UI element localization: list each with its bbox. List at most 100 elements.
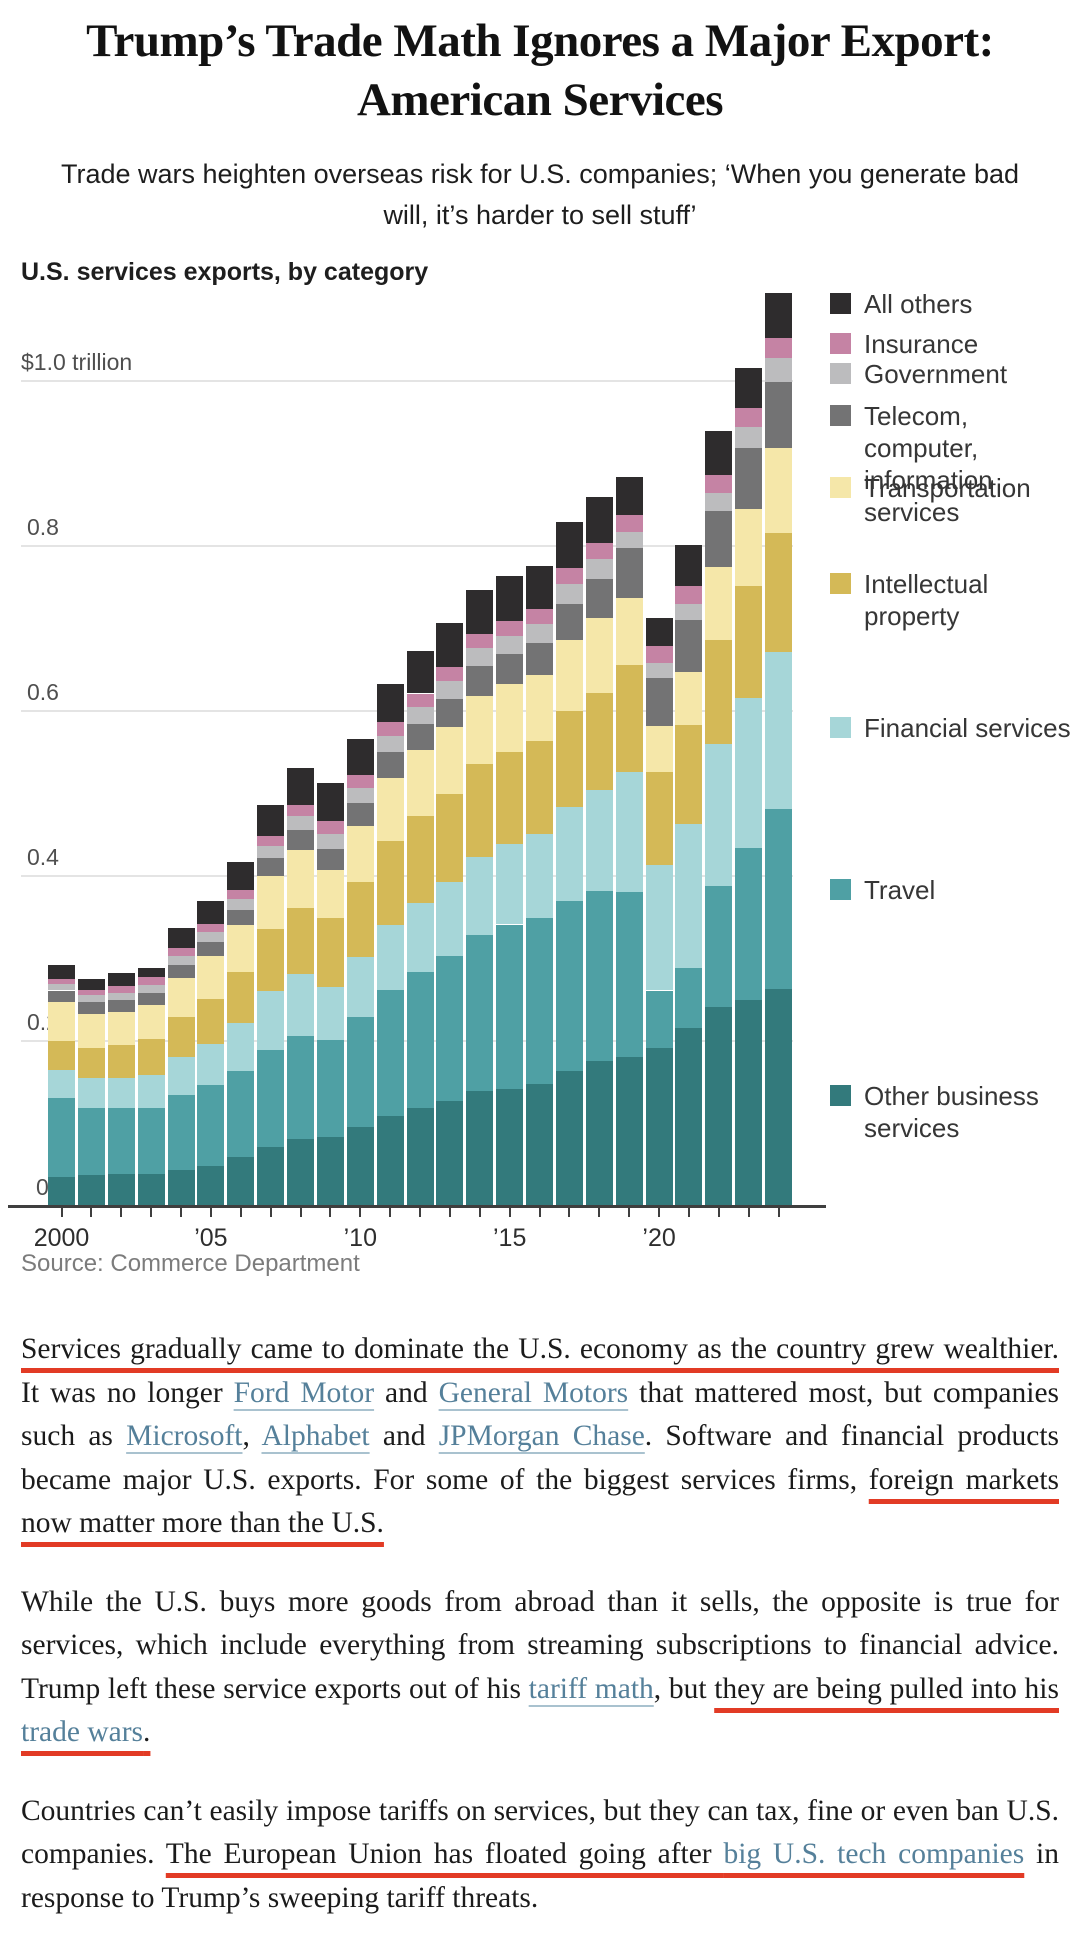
inline-link[interactable]: Ford Motor bbox=[233, 1376, 375, 1409]
bar-segment bbox=[705, 1007, 733, 1205]
x-axis-tick bbox=[180, 1208, 183, 1217]
bar-segment bbox=[257, 1147, 285, 1205]
bar-segment bbox=[735, 586, 763, 698]
bar-segment bbox=[257, 857, 285, 876]
bar-segment bbox=[197, 955, 225, 999]
bar-segment bbox=[585, 542, 613, 560]
bar-segment bbox=[675, 545, 703, 587]
bar-segment bbox=[376, 841, 404, 926]
bar-segment bbox=[765, 652, 793, 809]
bar-segment bbox=[376, 752, 404, 778]
bar-segment bbox=[48, 983, 75, 991]
bar-segment bbox=[197, 998, 225, 1045]
bar-segment bbox=[466, 695, 494, 765]
bar-segment bbox=[436, 727, 464, 795]
bar-segment bbox=[197, 1166, 225, 1205]
legend-label: Travel bbox=[864, 875, 936, 905]
bar-segment bbox=[466, 1091, 494, 1205]
bar-segment bbox=[705, 511, 733, 568]
bar-segment bbox=[316, 782, 344, 822]
x-axis-tick bbox=[538, 1208, 541, 1217]
inline-link[interactable]: General Motors bbox=[438, 1376, 629, 1409]
bar-segment bbox=[765, 809, 793, 989]
legend-swatch-icon bbox=[830, 717, 851, 738]
bar-segment bbox=[137, 1107, 165, 1174]
inline-link[interactable]: Alphabet bbox=[261, 1420, 370, 1452]
bar-segment bbox=[197, 941, 225, 956]
legend-swatch-icon bbox=[830, 333, 851, 354]
bar-segment bbox=[287, 767, 315, 805]
bar-segment bbox=[615, 1056, 643, 1205]
bar-segment bbox=[496, 620, 524, 636]
inline-link[interactable]: JPMorgan Chase bbox=[438, 1420, 645, 1452]
bar-segment bbox=[436, 681, 464, 700]
bar-segment bbox=[585, 1060, 613, 1205]
bar-segment bbox=[496, 1088, 524, 1205]
legend-label: Insurance bbox=[864, 329, 979, 359]
bar-segment bbox=[346, 803, 374, 827]
legend-item: All others bbox=[830, 288, 972, 320]
paragraph: While the U.S. buys more goods from abro… bbox=[21, 1581, 1059, 1755]
bar-segment bbox=[436, 882, 464, 956]
bar-segment bbox=[316, 848, 344, 871]
bar-segment bbox=[466, 634, 494, 649]
gridline bbox=[21, 380, 793, 382]
bar-segment bbox=[705, 474, 733, 494]
legend-item: Intellectual property bbox=[830, 568, 1080, 632]
x-axis-tick bbox=[90, 1208, 93, 1217]
x-axis-tick bbox=[747, 1208, 750, 1217]
bar-segment bbox=[107, 973, 135, 987]
x-axis-label: ’10 bbox=[343, 1224, 377, 1252]
bar-segment bbox=[197, 931, 225, 942]
annotated-text: foreign markets now matter more than the… bbox=[21, 1463, 1059, 1540]
bar-segment bbox=[765, 292, 793, 338]
x-axis-tick bbox=[717, 1208, 720, 1217]
y-axis-label: 0.8 bbox=[27, 514, 59, 540]
inline-link[interactable]: big U.S. tech companies bbox=[723, 1838, 1025, 1870]
bar-segment bbox=[555, 568, 583, 584]
bar-segment bbox=[257, 875, 285, 929]
x-axis-tick bbox=[598, 1208, 601, 1217]
y-axis-label: 0.4 bbox=[27, 844, 59, 870]
bar-segment bbox=[167, 1169, 195, 1205]
legend-item: Financial services bbox=[830, 712, 1071, 744]
annotated-text: The European Union has floated going aft… bbox=[165, 1838, 724, 1870]
bar-segment bbox=[346, 775, 374, 788]
bar-segment bbox=[287, 1035, 315, 1139]
bar-segment bbox=[167, 955, 195, 965]
x-axis-tick bbox=[150, 1208, 153, 1217]
inline-link[interactable]: Microsoft bbox=[126, 1420, 243, 1452]
inline-link[interactable]: tariff math bbox=[528, 1672, 654, 1705]
bar-segment bbox=[287, 974, 315, 1036]
bar-segment bbox=[48, 1040, 75, 1070]
bar-segment bbox=[227, 861, 255, 890]
bar-segment bbox=[555, 710, 583, 807]
bar-segment bbox=[496, 924, 524, 1089]
x-axis-tick bbox=[389, 1208, 392, 1217]
bar-segment bbox=[376, 925, 404, 990]
bar-segment bbox=[526, 609, 554, 625]
bar-segment bbox=[645, 771, 673, 866]
annotated-text: they are being pulled into his bbox=[714, 1672, 1059, 1705]
legend-item: Insurance bbox=[830, 328, 978, 360]
bar-segment bbox=[167, 1016, 195, 1058]
x-axis-label: 2000 bbox=[33, 1224, 90, 1252]
legend-item: Telecom, computer, information services bbox=[830, 400, 1080, 528]
bar-segment bbox=[496, 653, 524, 685]
bar-segment bbox=[585, 618, 613, 693]
bar-segment bbox=[77, 995, 105, 1003]
bar-segment bbox=[137, 992, 165, 1006]
bar-segment bbox=[77, 1107, 105, 1176]
inline-link[interactable]: trade wars bbox=[21, 1716, 144, 1748]
bar-segment bbox=[765, 532, 793, 653]
bar-segment bbox=[705, 567, 733, 640]
bar-segment bbox=[615, 477, 643, 516]
x-axis-tick bbox=[299, 1208, 302, 1217]
bar-segment bbox=[555, 1071, 583, 1205]
bar-segment bbox=[555, 900, 583, 1072]
legend-label: Intellectual property bbox=[864, 569, 989, 631]
bar-segment bbox=[287, 804, 315, 817]
bar-segment bbox=[555, 639, 583, 711]
bar-segment bbox=[287, 1139, 315, 1205]
legend-item: Transportation bbox=[830, 472, 1031, 504]
